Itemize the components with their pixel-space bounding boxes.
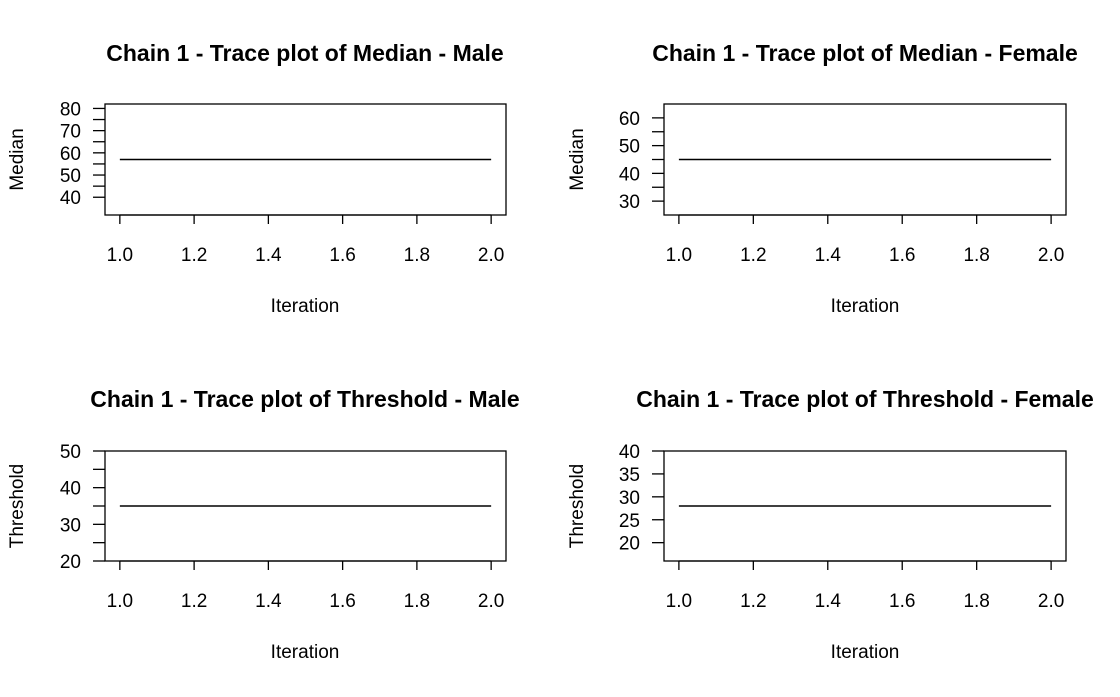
x-axis-label: Iteration [831,642,900,663]
x-tick-label: 1.0 [107,245,133,266]
trace-panel-2: Chain 1 - Trace plot of Median - Female 1… [567,40,1078,317]
x-tick-label: 1.0 [666,245,692,266]
y-tick-label: 20 [60,552,81,573]
panel-title: Chain 1 - Trace plot of Threshold - Fema… [636,386,1094,412]
x-tick-label: 1.2 [740,245,766,266]
x-tick-label: 1.6 [889,245,915,266]
x-tick-label: 2.0 [1038,591,1064,612]
y-tick-label: 30 [619,192,640,213]
y-axis-label: Median [567,128,588,190]
x-tick-label: 1.4 [815,245,842,266]
y-tick-label: 80 [60,99,81,120]
y-tick-label: 40 [619,164,640,185]
y-tick-label: 30 [619,488,640,509]
x-tick-label: 1.2 [181,245,207,266]
x-axis-label: Iteration [831,296,900,317]
y-tick-label: 50 [60,442,81,463]
x-tick-label: 1.8 [963,245,989,266]
y-tick-label: 35 [619,465,640,486]
y-tick-label: 20 [619,534,640,555]
x-tick-label: 1.8 [963,591,989,612]
y-tick-label: 50 [60,166,81,187]
y-tick-label: 50 [619,137,640,158]
x-axis-label: Iteration [271,296,340,317]
x-tick-label: 1.6 [329,245,355,266]
y-axis-label: Median [7,128,28,190]
panel-title: Chain 1 - Trace plot of Threshold - Male [90,386,519,412]
y-tick-label: 40 [619,442,640,463]
x-tick-label: 1.6 [889,591,915,612]
trace-panel-3: Chain 1 - Trace plot of Threshold - Male… [7,386,520,663]
x-tick-label: 1.6 [329,591,355,612]
x-tick-label: 1.8 [404,591,430,612]
y-tick-label: 40 [60,479,81,500]
x-axis-label: Iteration [271,642,340,663]
x-tick-label: 1.4 [815,591,842,612]
y-tick-label: 60 [60,144,81,165]
y-tick-label: 30 [60,515,81,536]
x-tick-label: 1.2 [740,591,766,612]
panel-title: Chain 1 - Trace plot of Median - Male [106,40,503,66]
y-tick-label: 25 [619,511,640,532]
x-tick-label: 1.2 [181,591,207,612]
trace-panel-4: Chain 1 - Trace plot of Threshold - Fema… [567,386,1094,663]
x-tick-label: 2.0 [1038,245,1064,266]
y-tick-label: 70 [60,122,81,143]
x-tick-label: 2.0 [478,591,504,612]
x-tick-label: 1.0 [666,591,692,612]
x-tick-label: 1.4 [255,245,282,266]
y-axis-label: Threshold [567,464,588,549]
x-tick-label: 1.8 [404,245,430,266]
panel-title: Chain 1 - Trace plot of Median - Female [652,40,1078,66]
y-tick-label: 60 [619,109,640,130]
y-axis-label: Threshold [7,464,28,549]
x-tick-label: 1.0 [107,591,133,612]
x-tick-label: 2.0 [478,245,504,266]
y-tick-label: 40 [60,188,81,209]
trace-panel-1: Chain 1 - Trace plot of Median - Male 1.0… [7,40,507,317]
x-tick-label: 1.4 [255,591,282,612]
